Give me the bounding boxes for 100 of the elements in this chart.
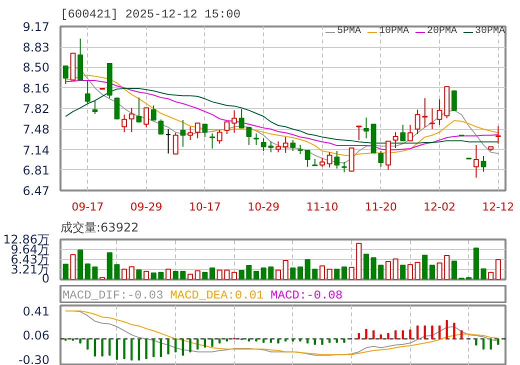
x-tick-label: 09-29 bbox=[130, 200, 162, 214]
bar bbox=[422, 254, 428, 280]
bar bbox=[414, 262, 420, 280]
bar bbox=[128, 266, 134, 280]
candlestick bbox=[232, 110, 237, 134]
candlestick bbox=[210, 132, 215, 150]
candlestick bbox=[276, 140, 281, 153]
bar bbox=[78, 249, 84, 280]
candlestick bbox=[436, 98, 442, 126]
bar bbox=[165, 268, 172, 280]
x-tick-label: 12-02 bbox=[424, 200, 456, 214]
bar bbox=[392, 258, 398, 280]
y-tick-label: -0.30 bbox=[18, 352, 50, 365]
bar bbox=[341, 266, 347, 280]
candlestick bbox=[378, 150, 384, 168]
y-tick-label: 7.82 bbox=[22, 102, 50, 116]
legend-label: 20PMA bbox=[426, 26, 457, 37]
bar bbox=[495, 259, 501, 280]
bar bbox=[282, 260, 288, 280]
candlestick bbox=[144, 107, 149, 128]
candlestick bbox=[92, 99, 98, 114]
candlestick bbox=[84, 80, 90, 104]
x-tick-label: 11-20 bbox=[364, 200, 397, 214]
bar bbox=[253, 270, 260, 280]
bar bbox=[407, 264, 413, 280]
bar bbox=[363, 254, 369, 280]
line-series bbox=[65, 88, 499, 144]
series-label: MACD_DIF:-0.03 bbox=[62, 288, 164, 302]
candlestick bbox=[180, 120, 186, 148]
candlestick bbox=[150, 104, 156, 121]
bar bbox=[187, 274, 194, 280]
candlestick bbox=[386, 140, 391, 170]
y-tick-label: 9.17 bbox=[22, 20, 50, 34]
candlestick bbox=[414, 109, 420, 135]
bar bbox=[290, 267, 296, 280]
candlestick bbox=[128, 107, 134, 133]
candlestick bbox=[348, 147, 354, 172]
candlestick bbox=[290, 140, 296, 152]
candlestick bbox=[356, 126, 362, 141]
text: MACD:-0.08 bbox=[270, 288, 343, 302]
y-tick-label: 7.14 bbox=[22, 143, 50, 158]
candlestick bbox=[216, 129, 222, 144]
bar bbox=[62, 264, 68, 280]
candlestick bbox=[136, 97, 142, 123]
y-tick-label: 8.16 bbox=[22, 81, 50, 96]
y-tick-label: 8.50 bbox=[22, 60, 50, 75]
candlestick bbox=[114, 97, 120, 120]
candlestick bbox=[224, 121, 230, 135]
y-tick-label: 0 bbox=[42, 272, 50, 286]
candlestick bbox=[304, 150, 310, 168]
candlestick bbox=[342, 161, 347, 173]
bar bbox=[319, 265, 325, 280]
bar bbox=[297, 266, 303, 280]
bar bbox=[385, 260, 391, 280]
bar bbox=[122, 268, 128, 280]
candlestick bbox=[194, 122, 200, 139]
candlestick bbox=[298, 144, 303, 155]
x-tick-label: 10-29 bbox=[248, 200, 280, 214]
candlestick bbox=[422, 98, 428, 128]
text: MACD_DEA:0.01 bbox=[170, 288, 264, 302]
candlestick bbox=[473, 144, 479, 178]
candlestick bbox=[451, 90, 457, 111]
y-tick-label: 0.06 bbox=[22, 328, 50, 342]
candlestick bbox=[326, 152, 332, 168]
y-tick-label: 6.81 bbox=[22, 163, 50, 178]
candlestick bbox=[158, 118, 164, 135]
legend-label: 5PMA bbox=[336, 26, 361, 37]
bar bbox=[70, 254, 76, 280]
candlestick bbox=[122, 114, 127, 133]
bar bbox=[231, 272, 238, 280]
bar bbox=[144, 270, 150, 280]
bar bbox=[136, 269, 142, 280]
candlestick bbox=[480, 155, 486, 172]
bar bbox=[429, 264, 435, 280]
candlestick bbox=[334, 150, 340, 170]
x-tick-label: 10-17 bbox=[188, 200, 221, 214]
candlestick bbox=[407, 124, 413, 142]
bar bbox=[275, 270, 282, 280]
candlestick bbox=[495, 126, 501, 144]
chart-title: [600421] 2025-12-12 15:00 bbox=[60, 8, 241, 22]
candlestick bbox=[188, 126, 193, 141]
candlestick bbox=[364, 117, 369, 139]
candlestick bbox=[62, 65, 68, 85]
candlestick bbox=[282, 136, 288, 154]
candlestick bbox=[172, 132, 178, 155]
candlestick bbox=[202, 124, 208, 138]
bar bbox=[488, 272, 494, 280]
bar bbox=[326, 268, 332, 280]
bar bbox=[194, 270, 200, 280]
y-tick-label: 7.48 bbox=[22, 122, 50, 137]
bar bbox=[400, 264, 406, 280]
x-tick-label: 11-10 bbox=[306, 200, 338, 214]
chart-title: 成交量:63922 bbox=[60, 220, 139, 234]
candlestick bbox=[392, 132, 398, 148]
legend-label: 10PMA bbox=[378, 26, 409, 37]
candlestick bbox=[400, 124, 406, 142]
bar bbox=[202, 272, 208, 280]
y-tick-label: 6.47 bbox=[22, 184, 50, 198]
candlestick bbox=[429, 108, 435, 130]
bar bbox=[209, 267, 216, 280]
